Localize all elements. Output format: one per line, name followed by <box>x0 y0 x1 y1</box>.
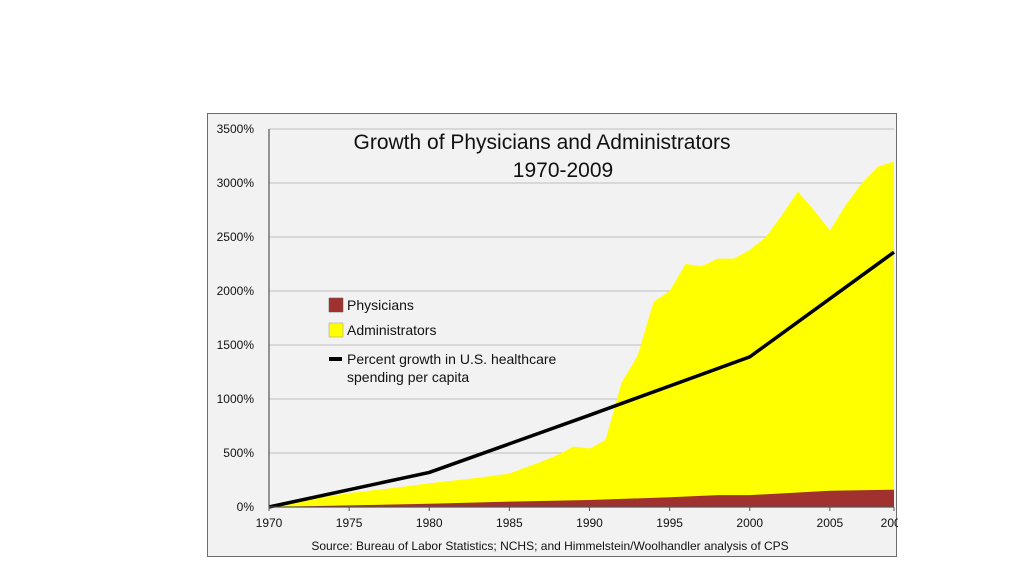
chart-frame: 0% 500% 1000% 1500% 2000% 2500% 3000% 3500% 1970… <box>207 113 898 557</box>
x-tick-label: 1995 <box>656 516 683 530</box>
x-tick-label: 1970 <box>256 516 283 530</box>
y-tick-label: 1500% <box>217 338 255 352</box>
legend-swatch-physicians <box>328 297 344 313</box>
legend-label-administrators: Administrators <box>347 322 436 338</box>
y-tick-label: 2000% <box>217 284 255 298</box>
y-tick-label: 500% <box>223 446 254 460</box>
y-tick-label: 0% <box>237 500 255 514</box>
legend-label-spending-line1: Percent growth in U.S. healthcare <box>347 351 557 367</box>
y-tick-label: 2500% <box>217 230 255 244</box>
y-tick-label: 3500% <box>217 122 255 136</box>
x-tick-label: 1985 <box>496 516 523 530</box>
legend-swatch-administrators <box>328 322 344 338</box>
area-physicians <box>269 489 894 507</box>
chart-title: Growth of Physicians and Administrators <box>354 131 731 154</box>
area-administrators <box>269 161 894 507</box>
legend-label-spending-line2: spending per capita <box>347 369 469 385</box>
axis-layer: 0% 500% 1000% 1500% 2000% 2500% 3000% 3500% 1970… <box>217 122 898 530</box>
legend-label-physicians: Physicians <box>347 297 414 313</box>
x-tick-label: 1990 <box>576 516 603 530</box>
grid-layer <box>269 128 894 454</box>
y-tick-label: 3000% <box>217 176 255 190</box>
series-layer <box>268 161 896 509</box>
chart-source: Source: Bureau of Labor Statistics; NCHS… <box>311 539 788 553</box>
legend: Physicians Administrators Percent growth… <box>328 297 557 385</box>
x-tick-label: 2000 <box>736 516 763 530</box>
x-tick-label: 1975 <box>336 516 363 530</box>
x-tick-label: 2009 <box>881 516 898 530</box>
x-tick-label: 1980 <box>416 516 443 530</box>
chart-subtitle: 1970-2009 <box>513 159 613 182</box>
x-tick-label: 2005 <box>817 516 844 530</box>
y-tick-label: 1000% <box>217 392 255 406</box>
line-percent-growth-in-u-s-healthcare-spending-per-capita <box>268 250 896 509</box>
chart-svg: 0% 500% 1000% 1500% 2000% 2500% 3000% 3500% 1970… <box>217 122 898 553</box>
